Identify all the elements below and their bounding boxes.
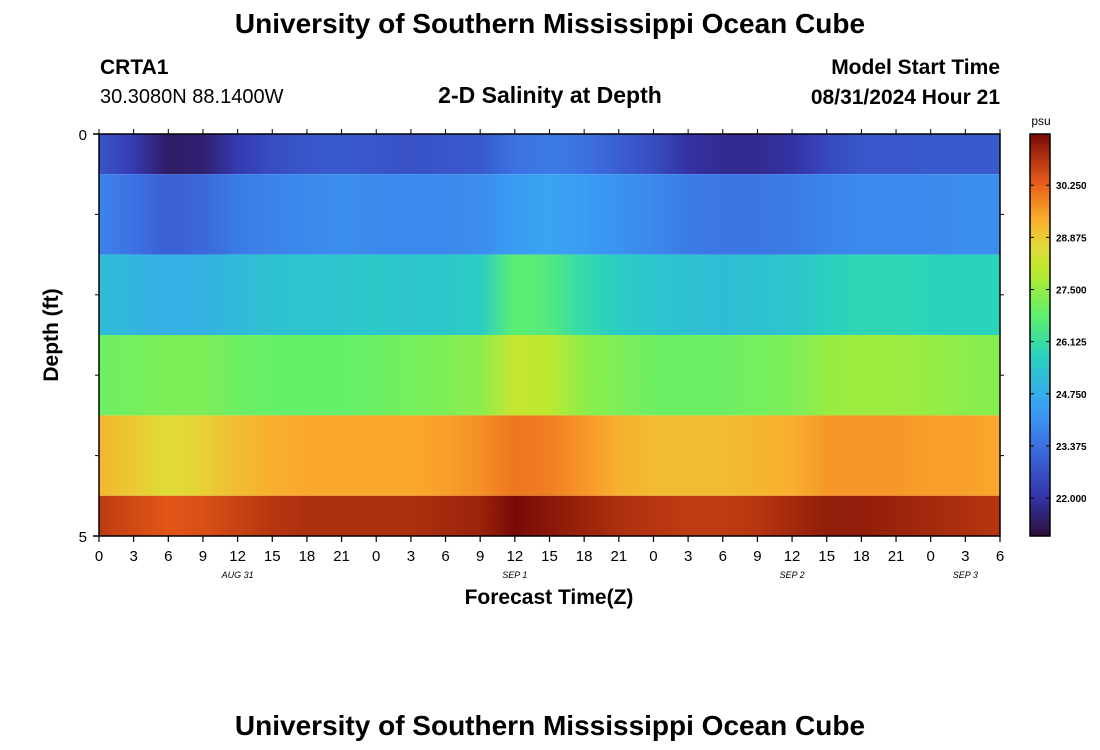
colorbar-tick-label: 24.750 xyxy=(1056,390,1087,401)
colorbar-tick-label: 22.000 xyxy=(1056,494,1087,505)
x-tick-label: 6 xyxy=(441,548,449,565)
y-axis-title: Depth (ft) xyxy=(40,288,63,381)
x-tick-label: 3 xyxy=(684,548,692,565)
salinity-heatmap-chart: 050 3 6 9 12 15 18 21 0 3 6 9 12 15 18 21 0 3 6 9 12 15 18 21 0 3… xyxy=(40,114,1087,609)
x-tick-label: 18 xyxy=(576,548,593,565)
salinity-layer-band xyxy=(99,335,1000,416)
x-tick-label: 21 xyxy=(610,548,627,565)
colorbar-tick-label: 26.125 xyxy=(1056,338,1087,349)
x-tick-label: 0 xyxy=(95,548,103,565)
x-tick-label: 12 xyxy=(784,548,801,565)
x-tick-label: 9 xyxy=(199,548,207,565)
x-tick-label: 12 xyxy=(507,548,524,565)
y-tick-label: 0 xyxy=(79,127,87,144)
colorbar xyxy=(1029,133,1051,537)
footer-title: University of Southern Mississippi Ocean… xyxy=(234,710,866,741)
x-tick-label: 0 xyxy=(649,548,657,565)
x-tick-label: 18 xyxy=(299,548,316,565)
x-tick-label: 3 xyxy=(129,548,137,565)
colorbar-unit: psu xyxy=(1031,114,1050,128)
x-tick-label: 21 xyxy=(888,548,905,565)
station-id: CRTA1 xyxy=(100,56,169,79)
colorbar-tick-label: 27.500 xyxy=(1056,285,1087,296)
model-start-label: Model Start Time xyxy=(831,56,1000,79)
date-label: SEP 1 xyxy=(502,570,527,580)
date-label: AUG 31 xyxy=(221,570,254,580)
y-tick-label: 5 xyxy=(79,529,87,546)
x-tick-label: 21 xyxy=(333,548,350,565)
x-tick-label: 9 xyxy=(476,548,484,565)
x-tick-label: 12 xyxy=(229,548,246,565)
date-label: SEP 3 xyxy=(953,570,978,580)
x-tick-label: 6 xyxy=(719,548,727,565)
x-tick-label: 3 xyxy=(407,548,415,565)
x-tick-label: 0 xyxy=(927,548,935,565)
salinity-layer-band xyxy=(99,134,1000,175)
x-tick-label: 15 xyxy=(264,548,281,565)
salinity-layer-band xyxy=(99,174,1000,255)
salinity-layer-band xyxy=(99,495,1000,536)
x-tick-label: 6 xyxy=(164,548,172,565)
colorbar-tick-label: 23.375 xyxy=(1056,442,1087,453)
station-coordinates: 30.3080N 88.1400W xyxy=(100,86,284,108)
x-tick-label: 9 xyxy=(753,548,761,565)
salinity-layer-band xyxy=(99,254,1000,335)
x-axis-title: Forecast Time(Z) xyxy=(465,586,634,609)
colorbar-tick-label: 28.875 xyxy=(1056,233,1087,244)
x-tick-label: 18 xyxy=(853,548,870,565)
page-title: University of Southern Mississippi Ocean… xyxy=(234,8,866,39)
salinity-layer-band xyxy=(99,415,1000,496)
x-tick-label: 15 xyxy=(541,548,558,565)
colorbar-tick-label: 30.250 xyxy=(1056,181,1087,192)
x-tick-label: 0 xyxy=(372,548,380,565)
x-tick-label: 15 xyxy=(818,548,835,565)
x-tick-label: 3 xyxy=(961,548,969,565)
model-start-value: 08/31/2024 Hour 21 xyxy=(810,86,1000,109)
chart-subtitle: 2-D Salinity at Depth xyxy=(438,82,662,108)
date-label: SEP 2 xyxy=(779,570,804,580)
x-tick-label: 6 xyxy=(996,548,1004,565)
